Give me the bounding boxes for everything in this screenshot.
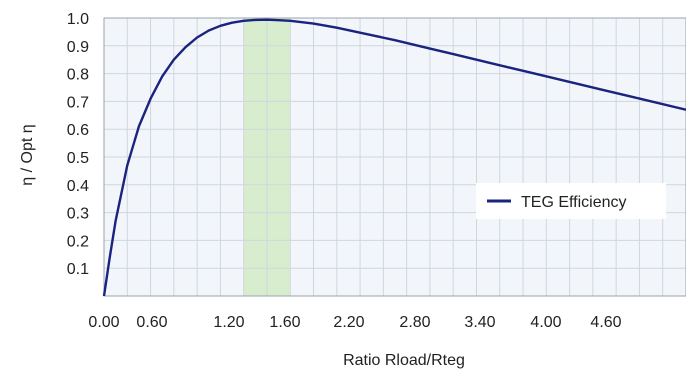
x-tick-label: 4.00: [530, 314, 561, 331]
y-tick-label: 0.9: [67, 39, 89, 56]
y-tick-label: 0.2: [67, 233, 89, 250]
y-tick-label: 0.5: [67, 150, 89, 167]
legend: TEG Efficiency: [476, 183, 666, 219]
y-tick-label: 0.1: [67, 261, 89, 278]
y-tick-label: 0.4: [67, 178, 89, 195]
x-tick-label: 0.00: [88, 314, 119, 331]
x-tick-label: 0.60: [136, 314, 167, 331]
y-tick-label: 0.6: [67, 122, 89, 139]
series-lines: [102, 18, 686, 297]
x-tick-label: 3.40: [464, 314, 495, 331]
series-line: [102, 18, 686, 297]
legend-label: TEG Efficiency: [521, 194, 627, 211]
x-tick-label: 1.60: [269, 314, 300, 331]
y-tick-labels: 0.1 0.2 0.3 0.4 0.5 0.6 0.7 0.8 0.9 1.0: [67, 11, 89, 278]
y-tick-label: 0.3: [67, 206, 89, 223]
x-axis-label: Ratio Rload/Rteg: [343, 352, 465, 369]
x-tick-label: 2.80: [399, 314, 430, 331]
x-tick-labels: 0.00 0.60 1.20 1.60 2.20 2.80 3.40 4.00 4.60: [88, 314, 621, 331]
y-tick-label: 0.8: [67, 67, 89, 84]
y-tick-label: 1.0: [67, 11, 89, 28]
plot-frame: [103, 17, 686, 297]
y-tick-label: 0.7: [67, 94, 89, 111]
x-tick-label: 1.20: [213, 314, 244, 331]
y-axis-label: η / Opt η: [19, 124, 36, 185]
x-tick-label: 4.60: [590, 314, 621, 331]
x-tick-label: 2.20: [333, 314, 364, 331]
